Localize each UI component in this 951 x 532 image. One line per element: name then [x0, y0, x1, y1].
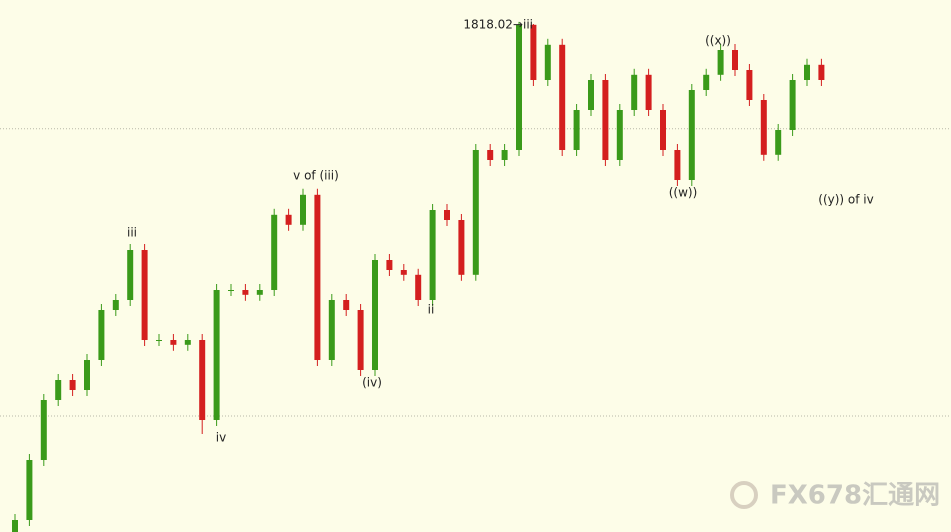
candle-body — [688, 90, 695, 180]
candle-body — [256, 290, 263, 295]
candle-body — [804, 64, 810, 80]
candle-body — [746, 70, 753, 100]
candle-body — [242, 290, 249, 295]
annotation: (iv) — [362, 376, 382, 390]
candle-body — [98, 310, 105, 360]
watermark-logo — [730, 481, 758, 509]
candle-body — [372, 260, 378, 370]
candle-body — [314, 194, 321, 360]
annotation: ii — [428, 303, 435, 317]
candle-body — [616, 110, 623, 160]
candle-body — [458, 220, 465, 275]
annotation: ((w)) — [669, 186, 698, 200]
candle-body — [703, 74, 710, 90]
candle-body — [674, 150, 681, 180]
candle-body — [717, 50, 724, 75]
watermark: FX678汇通网 — [770, 481, 940, 511]
candle-body — [69, 380, 76, 390]
candle-body — [26, 460, 33, 520]
candle-body — [472, 150, 479, 275]
candle-body — [760, 100, 767, 155]
candle-body — [184, 340, 191, 345]
candle-body — [645, 74, 652, 110]
annotation: iii — [127, 226, 137, 240]
candle-body — [199, 340, 206, 420]
candle-body — [732, 50, 738, 70]
annotation: ((y)) of iv — [818, 193, 873, 207]
candle-body — [775, 130, 782, 155]
candle-body — [516, 24, 522, 150]
candle-body — [328, 300, 335, 360]
candle-body — [300, 194, 306, 225]
candle-body — [271, 214, 278, 290]
candle-body — [84, 360, 90, 390]
candle-body — [530, 24, 537, 80]
candle-body — [818, 64, 825, 80]
candle-body — [55, 380, 62, 400]
candle-body — [544, 44, 551, 80]
candle-body — [400, 270, 407, 275]
candle-body — [415, 274, 422, 300]
candle-body — [343, 300, 350, 310]
candle-body — [386, 260, 393, 270]
candle-body — [170, 340, 177, 345]
candle-body — [573, 110, 580, 150]
candle-body — [40, 400, 47, 460]
candle-body — [444, 210, 450, 220]
annotation: ((x)) — [705, 34, 731, 48]
annotation: 1818.02→iii — [463, 18, 533, 32]
candle-body — [141, 250, 148, 340]
annotation: iv — [216, 431, 226, 445]
plot — [0, 21, 951, 532]
candle-body — [285, 214, 292, 225]
candle-body — [112, 300, 119, 310]
candle-body — [213, 290, 220, 420]
candle-body — [501, 150, 508, 160]
candle-body — [228, 290, 234, 291]
candle-body — [631, 74, 638, 110]
annotation: v of (iii) — [293, 169, 339, 183]
candle-body — [660, 110, 666, 150]
candle-body — [357, 310, 364, 370]
candle-body — [429, 210, 436, 300]
candle-body — [156, 340, 162, 341]
candle-body — [487, 150, 494, 160]
candle-body — [127, 250, 134, 300]
candle-body — [789, 80, 796, 130]
candle-body — [12, 520, 18, 532]
candle-body — [559, 44, 566, 150]
candle-body — [602, 80, 609, 160]
candle-body — [588, 80, 594, 110]
